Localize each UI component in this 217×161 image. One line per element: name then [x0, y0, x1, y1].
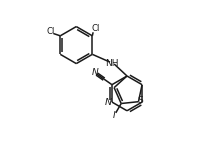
Text: NH: NH — [105, 59, 119, 68]
Text: S: S — [138, 96, 143, 105]
Text: N: N — [92, 68, 99, 77]
Text: I: I — [113, 111, 116, 120]
Text: Cl: Cl — [46, 27, 54, 36]
Text: Cl: Cl — [91, 24, 99, 33]
Text: N: N — [105, 98, 112, 107]
